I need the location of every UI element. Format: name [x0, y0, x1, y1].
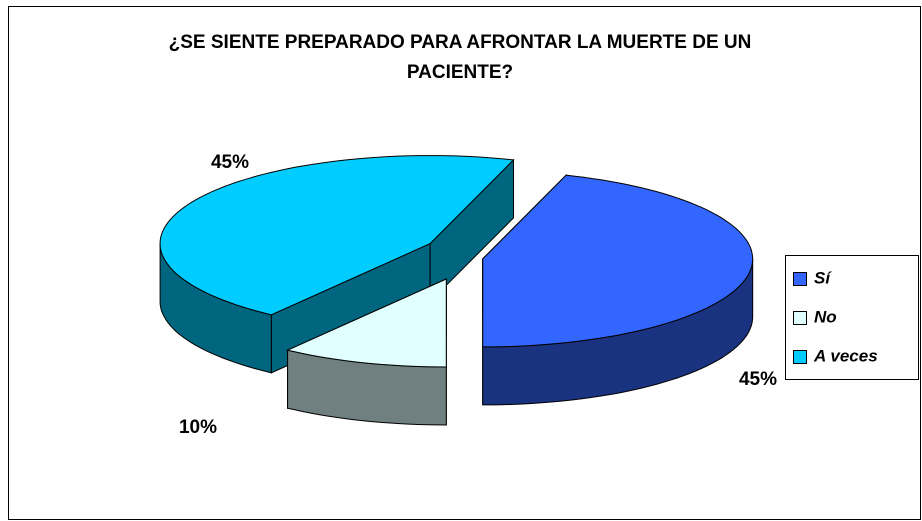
legend-swatch	[793, 350, 807, 364]
legend-swatch	[793, 272, 807, 286]
legend-label: No	[814, 307, 837, 326]
slice	[159, 155, 515, 374]
legend-box	[785, 255, 919, 380]
title-box: ¿SE SIENTE PREPARADO PARA AFRONTAR LA MU…	[168, 32, 752, 83]
slice-top	[159, 155, 515, 316]
data-label: 10%	[179, 417, 217, 438]
legend-label: A veces	[813, 346, 878, 365]
slice-top	[482, 174, 754, 348]
slice-top	[286, 278, 447, 368]
slice	[286, 278, 447, 426]
legend-label: Sí	[814, 268, 832, 287]
data-label: 45%	[211, 152, 249, 173]
legend-swatch	[793, 311, 807, 325]
data-label: 45%	[739, 369, 777, 390]
chart-title: ¿SE SIENTE PREPARADO PARA AFRONTAR LA MU…	[168, 32, 752, 83]
slice	[482, 173, 754, 406]
